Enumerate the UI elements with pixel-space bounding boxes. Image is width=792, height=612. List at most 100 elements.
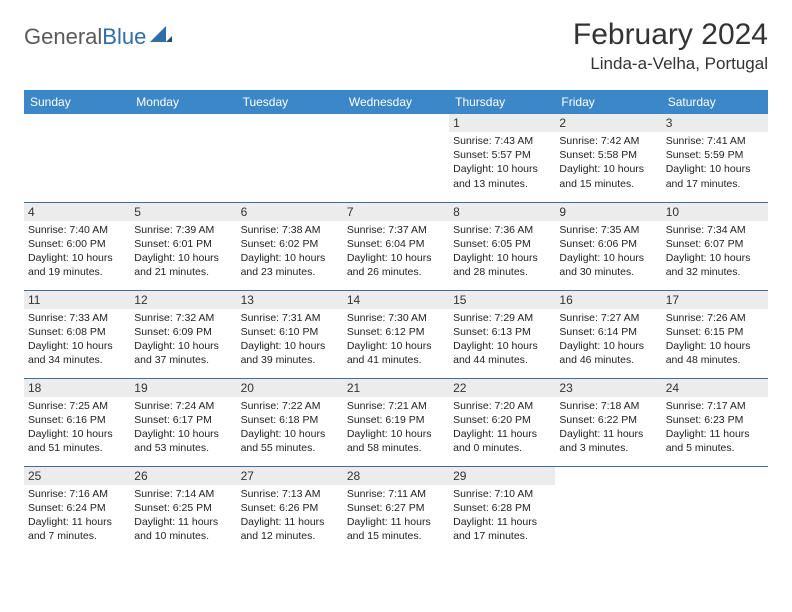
day-daylight1: Daylight: 10 hours (347, 339, 445, 353)
brand-logo: GeneralBlue (24, 24, 172, 50)
day-content: Sunrise: 7:39 AMSunset: 6:01 PMDaylight:… (130, 221, 236, 284)
day-sunrise: Sunrise: 7:14 AM (134, 487, 232, 501)
weekday-header: Monday (130, 90, 236, 114)
day-daylight2: and 0 minutes. (453, 441, 551, 455)
day-daylight2: and 26 minutes. (347, 265, 445, 279)
calendar-day-cell (662, 466, 768, 554)
day-daylight1: Daylight: 11 hours (241, 515, 339, 529)
day-daylight1: Daylight: 10 hours (347, 251, 445, 265)
day-content: Sunrise: 7:11 AMSunset: 6:27 PMDaylight:… (343, 485, 449, 548)
day-daylight1: Daylight: 10 hours (559, 251, 657, 265)
day-sunrise: Sunrise: 7:17 AM (666, 399, 764, 413)
calendar-day-cell: 26Sunrise: 7:14 AMSunset: 6:25 PMDayligh… (130, 466, 236, 554)
day-sunset: Sunset: 6:19 PM (347, 413, 445, 427)
day-sunrise: Sunrise: 7:10 AM (453, 487, 551, 501)
day-daylight1: Daylight: 10 hours (241, 427, 339, 441)
day-daylight2: and 12 minutes. (241, 529, 339, 543)
day-daylight1: Daylight: 11 hours (347, 515, 445, 529)
calendar-body: 1Sunrise: 7:43 AMSunset: 5:57 PMDaylight… (24, 114, 768, 554)
day-sunset: Sunset: 6:16 PM (28, 413, 126, 427)
day-daylight1: Daylight: 10 hours (347, 427, 445, 441)
weekday-header-row: Sunday Monday Tuesday Wednesday Thursday… (24, 90, 768, 114)
day-number: 9 (555, 203, 661, 221)
day-daylight2: and 58 minutes. (347, 441, 445, 455)
day-sunset: Sunset: 6:02 PM (241, 237, 339, 251)
day-sunset: Sunset: 6:08 PM (28, 325, 126, 339)
calendar-day-cell: 15Sunrise: 7:29 AMSunset: 6:13 PMDayligh… (449, 290, 555, 378)
calendar-day-cell: 4Sunrise: 7:40 AMSunset: 6:00 PMDaylight… (24, 202, 130, 290)
day-daylight2: and 7 minutes. (28, 529, 126, 543)
day-daylight1: Daylight: 10 hours (241, 339, 339, 353)
calendar-day-cell: 29Sunrise: 7:10 AMSunset: 6:28 PMDayligh… (449, 466, 555, 554)
day-daylight2: and 55 minutes. (241, 441, 339, 455)
calendar-day-cell: 13Sunrise: 7:31 AMSunset: 6:10 PMDayligh… (237, 290, 343, 378)
day-number: 20 (237, 379, 343, 397)
day-number: 14 (343, 291, 449, 309)
calendar-day-cell: 12Sunrise: 7:32 AMSunset: 6:09 PMDayligh… (130, 290, 236, 378)
day-number: 18 (24, 379, 130, 397)
day-daylight2: and 30 minutes. (559, 265, 657, 279)
calendar-day-cell: 5Sunrise: 7:39 AMSunset: 6:01 PMDaylight… (130, 202, 236, 290)
calendar-day-cell: 8Sunrise: 7:36 AMSunset: 6:05 PMDaylight… (449, 202, 555, 290)
day-number: 7 (343, 203, 449, 221)
day-sunrise: Sunrise: 7:21 AM (347, 399, 445, 413)
day-content: Sunrise: 7:40 AMSunset: 6:00 PMDaylight:… (24, 221, 130, 284)
day-sunset: Sunset: 6:23 PM (666, 413, 764, 427)
day-daylight2: and 41 minutes. (347, 353, 445, 367)
day-content: Sunrise: 7:17 AMSunset: 6:23 PMDaylight:… (662, 397, 768, 460)
day-daylight2: and 17 minutes. (453, 529, 551, 543)
day-content: Sunrise: 7:14 AMSunset: 6:25 PMDaylight:… (130, 485, 236, 548)
day-number: 12 (130, 291, 236, 309)
calendar-day-cell: 16Sunrise: 7:27 AMSunset: 6:14 PMDayligh… (555, 290, 661, 378)
month-title: February 2024 (573, 18, 768, 52)
day-daylight1: Daylight: 10 hours (28, 339, 126, 353)
calendar-week-row: 1Sunrise: 7:43 AMSunset: 5:57 PMDaylight… (24, 114, 768, 202)
title-block: February 2024 Linda-a-Velha, Portugal (573, 18, 768, 74)
day-content: Sunrise: 7:41 AMSunset: 5:59 PMDaylight:… (662, 132, 768, 195)
day-content: Sunrise: 7:43 AMSunset: 5:57 PMDaylight:… (449, 132, 555, 195)
day-content: Sunrise: 7:26 AMSunset: 6:15 PMDaylight:… (662, 309, 768, 372)
day-sunset: Sunset: 6:15 PM (666, 325, 764, 339)
day-daylight2: and 48 minutes. (666, 353, 764, 367)
day-daylight1: Daylight: 10 hours (28, 251, 126, 265)
day-daylight1: Daylight: 10 hours (453, 251, 551, 265)
day-daylight2: and 21 minutes. (134, 265, 232, 279)
day-number: 28 (343, 467, 449, 485)
calendar-day-cell (343, 114, 449, 202)
weekday-header: Sunday (24, 90, 130, 114)
brand-part2: Blue (102, 24, 146, 49)
day-daylight1: Daylight: 11 hours (134, 515, 232, 529)
day-sunset: Sunset: 6:17 PM (134, 413, 232, 427)
day-sunrise: Sunrise: 7:25 AM (28, 399, 126, 413)
day-number: 29 (449, 467, 555, 485)
day-content: Sunrise: 7:22 AMSunset: 6:18 PMDaylight:… (237, 397, 343, 460)
day-number: 1 (449, 114, 555, 132)
brand-part1: General (24, 24, 102, 49)
day-content: Sunrise: 7:29 AMSunset: 6:13 PMDaylight:… (449, 309, 555, 372)
calendar-day-cell (130, 114, 236, 202)
day-sunset: Sunset: 5:59 PM (666, 148, 764, 162)
day-sunrise: Sunrise: 7:33 AM (28, 311, 126, 325)
day-sunset: Sunset: 6:01 PM (134, 237, 232, 251)
day-content: Sunrise: 7:16 AMSunset: 6:24 PMDaylight:… (24, 485, 130, 548)
day-sunset: Sunset: 6:12 PM (347, 325, 445, 339)
day-content: Sunrise: 7:31 AMSunset: 6:10 PMDaylight:… (237, 309, 343, 372)
day-sunset: Sunset: 6:09 PM (134, 325, 232, 339)
day-sunrise: Sunrise: 7:13 AM (241, 487, 339, 501)
day-number: 11 (24, 291, 130, 309)
weekday-header: Friday (555, 90, 661, 114)
day-number: 15 (449, 291, 555, 309)
day-sunrise: Sunrise: 7:29 AM (453, 311, 551, 325)
day-daylight1: Daylight: 11 hours (666, 427, 764, 441)
day-sunset: Sunset: 6:13 PM (453, 325, 551, 339)
day-sunrise: Sunrise: 7:30 AM (347, 311, 445, 325)
day-number: 21 (343, 379, 449, 397)
calendar-day-cell: 25Sunrise: 7:16 AMSunset: 6:24 PMDayligh… (24, 466, 130, 554)
calendar-day-cell: 3Sunrise: 7:41 AMSunset: 5:59 PMDaylight… (662, 114, 768, 202)
day-daylight1: Daylight: 10 hours (666, 162, 764, 176)
weekday-header: Wednesday (343, 90, 449, 114)
calendar-day-cell (24, 114, 130, 202)
day-daylight2: and 32 minutes. (666, 265, 764, 279)
day-sunrise: Sunrise: 7:42 AM (559, 134, 657, 148)
day-number: 17 (662, 291, 768, 309)
